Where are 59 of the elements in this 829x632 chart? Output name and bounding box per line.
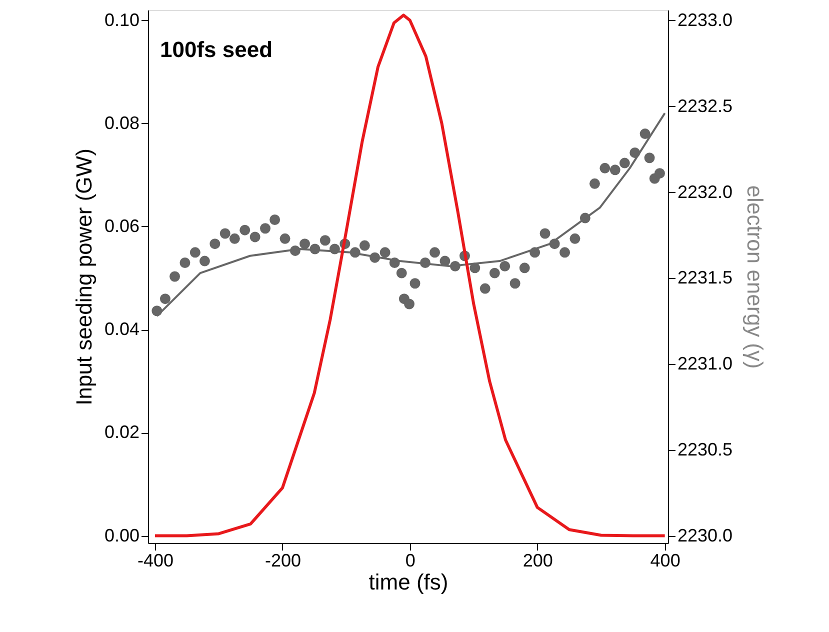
point bbox=[489, 268, 500, 278]
y2-tick-label: 2230.0 bbox=[678, 526, 733, 546]
line-series bbox=[154, 14, 666, 538]
point bbox=[250, 232, 260, 242]
y-tick-label: 0.10 bbox=[104, 10, 140, 30]
y2-tick-label: 2231.5 bbox=[678, 268, 733, 288]
point bbox=[560, 247, 570, 258]
point bbox=[180, 258, 190, 268]
point bbox=[404, 298, 415, 310]
point bbox=[500, 260, 510, 272]
y2-tick-label: 2233.0 bbox=[678, 10, 733, 30]
point bbox=[510, 278, 520, 289]
point bbox=[589, 178, 600, 189]
x-tick-label: -400 bbox=[137, 550, 174, 570]
point bbox=[240, 224, 250, 236]
point bbox=[644, 152, 655, 164]
point bbox=[410, 278, 420, 289]
y2-axis-title: electron energy (γ) bbox=[742, 185, 768, 369]
point bbox=[210, 238, 220, 250]
x-tick-label: 400 bbox=[650, 550, 680, 570]
point bbox=[199, 256, 210, 266]
x-axis-title: time (fs) bbox=[368, 570, 448, 594]
point bbox=[430, 247, 440, 258]
point bbox=[320, 235, 330, 246]
point bbox=[540, 228, 550, 239]
x-tick-label: 200 bbox=[522, 550, 553, 570]
y2-tick-label: 2230.5 bbox=[678, 440, 733, 460]
point bbox=[396, 268, 407, 278]
x-tick-label: -200 bbox=[264, 550, 301, 570]
y2-tick-label: 2232.0 bbox=[678, 182, 733, 202]
y2-tick-label: 2232.5 bbox=[678, 96, 733, 116]
point bbox=[359, 240, 370, 251]
y-tick-label: 0.00 bbox=[104, 525, 140, 546]
point bbox=[220, 228, 230, 239]
point bbox=[190, 247, 200, 258]
point bbox=[170, 271, 180, 282]
point bbox=[270, 214, 280, 225]
point bbox=[519, 262, 530, 274]
annotation: 100fs seed bbox=[160, 37, 273, 62]
point bbox=[570, 233, 580, 244]
point bbox=[600, 162, 610, 174]
y-tick-label: 0.04 bbox=[104, 319, 140, 340]
y-tick-label: 0.06 bbox=[104, 216, 140, 236]
point bbox=[640, 128, 650, 140]
point bbox=[619, 158, 630, 168]
point bbox=[380, 247, 390, 258]
y-tick-label: 0.02 bbox=[104, 422, 140, 442]
point bbox=[654, 168, 665, 179]
point bbox=[260, 223, 270, 234]
point bbox=[610, 164, 620, 176]
y-axis-title: Input seeding power (GW) bbox=[71, 148, 96, 406]
point bbox=[229, 233, 240, 244]
y-tick-label: 0.08 bbox=[104, 112, 140, 133]
point bbox=[480, 283, 490, 294]
point bbox=[280, 233, 290, 244]
point bbox=[160, 294, 170, 304]
x-tick-label: 0 bbox=[405, 550, 416, 570]
point bbox=[300, 238, 310, 250]
y2-tick-label: 2231.0 bbox=[678, 354, 733, 374]
